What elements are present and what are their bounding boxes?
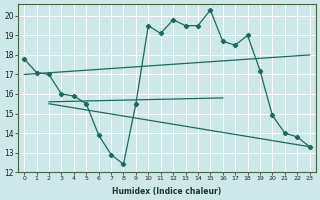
X-axis label: Humidex (Indice chaleur): Humidex (Indice chaleur) (112, 187, 221, 196)
